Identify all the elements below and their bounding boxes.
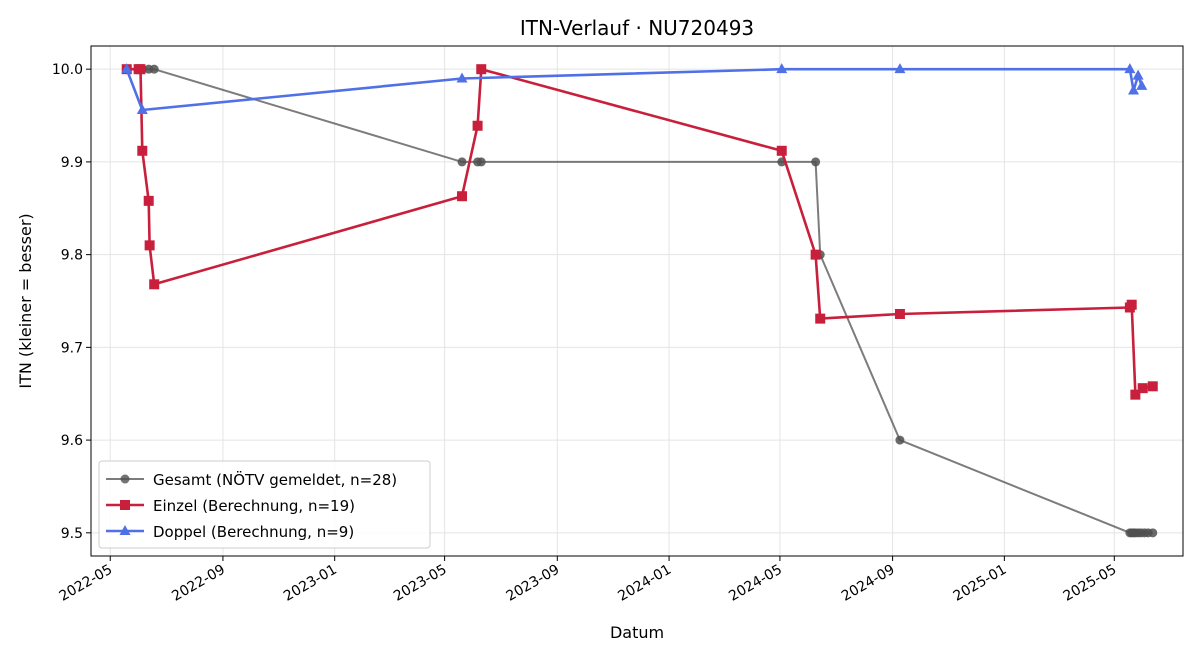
x-tick-label: 2022-05 xyxy=(57,562,116,605)
y-tick-label: 10.0 xyxy=(52,62,83,78)
x-tick-label: 2025-01 xyxy=(951,562,1010,605)
x-tick-label: 2022-09 xyxy=(169,562,228,605)
data-point-einzel xyxy=(476,64,487,75)
series-line-einzel xyxy=(126,67,1154,397)
x-tick-label: 2023-05 xyxy=(391,562,450,605)
y-tick-label: 9.8 xyxy=(61,248,83,264)
data-point-einzel xyxy=(894,308,905,319)
data-point-gesamt xyxy=(457,157,467,167)
series-einzel xyxy=(121,64,1158,400)
data-point-doppel xyxy=(121,63,133,74)
data-point-gesamt xyxy=(149,64,159,74)
data-point-einzel xyxy=(137,145,148,156)
data-point-gesamt xyxy=(476,157,486,167)
legend-label-doppel: Doppel (Berechnung, n=9) xyxy=(153,523,354,541)
data-point-einzel xyxy=(143,195,154,206)
data-point-doppel xyxy=(1132,69,1144,80)
data-point-einzel xyxy=(815,313,826,324)
data-point-gesamt xyxy=(811,157,821,167)
data-point-einzel xyxy=(1126,299,1137,310)
legend-marker-gesamt xyxy=(120,474,130,484)
data-point-einzel xyxy=(1137,383,1148,394)
y-tick-label: 9.7 xyxy=(61,340,83,356)
data-point-einzel xyxy=(1130,389,1141,400)
legend: Gesamt (NÖTV gemeldet, n=28) Einzel (Ber… xyxy=(98,460,431,549)
data-point-doppel xyxy=(136,103,148,114)
data-point-gesamt xyxy=(1148,528,1158,538)
x-tick-label: 2023-01 xyxy=(281,562,340,605)
x-tick-label: 2023-09 xyxy=(504,562,563,605)
data-point-einzel xyxy=(776,145,787,156)
data-point-einzel xyxy=(810,249,821,260)
data-point-doppel xyxy=(776,63,788,74)
x-axis-title: Datum xyxy=(610,623,664,642)
x-tick-label: 2025-05 xyxy=(1061,562,1120,605)
chart-title: ITN-Verlauf · NU720493 xyxy=(520,16,754,40)
data-point-einzel xyxy=(472,120,483,131)
series-doppel xyxy=(121,63,1148,114)
x-tick-label: 2024-05 xyxy=(726,562,785,605)
data-point-einzel xyxy=(457,191,468,202)
data-point-doppel xyxy=(894,63,906,74)
legend-label-gesamt: Gesamt (NÖTV gemeldet, n=28) xyxy=(153,470,397,489)
y-tick-label: 9.6 xyxy=(61,433,83,449)
series-layer xyxy=(121,63,1158,538)
data-point-doppel xyxy=(456,72,468,83)
plot-frame xyxy=(90,45,1184,557)
series-line-doppel xyxy=(125,67,1144,112)
x-tick-label: 2024-01 xyxy=(615,562,674,605)
legend-box xyxy=(98,460,431,549)
legend-marker-doppel xyxy=(119,525,131,535)
data-point-einzel xyxy=(1147,381,1158,392)
legend-label-einzel: Einzel (Berechnung, n=19) xyxy=(153,497,355,515)
data-point-doppel xyxy=(1136,79,1148,90)
data-point-einzel xyxy=(144,240,155,251)
data-point-einzel xyxy=(149,279,160,290)
y-axis-title: ITN (kleiner = besser) xyxy=(16,213,35,388)
x-tick-label: 2024-09 xyxy=(839,562,898,605)
data-point-doppel xyxy=(1128,84,1140,95)
data-point-doppel xyxy=(1124,63,1136,74)
data-point-einzel xyxy=(135,64,146,75)
y-tick-label: 9.5 xyxy=(61,526,83,542)
data-point-gesamt xyxy=(895,435,905,445)
y-tick-label: 9.9 xyxy=(61,155,83,171)
legend-marker-einzel xyxy=(120,500,130,510)
